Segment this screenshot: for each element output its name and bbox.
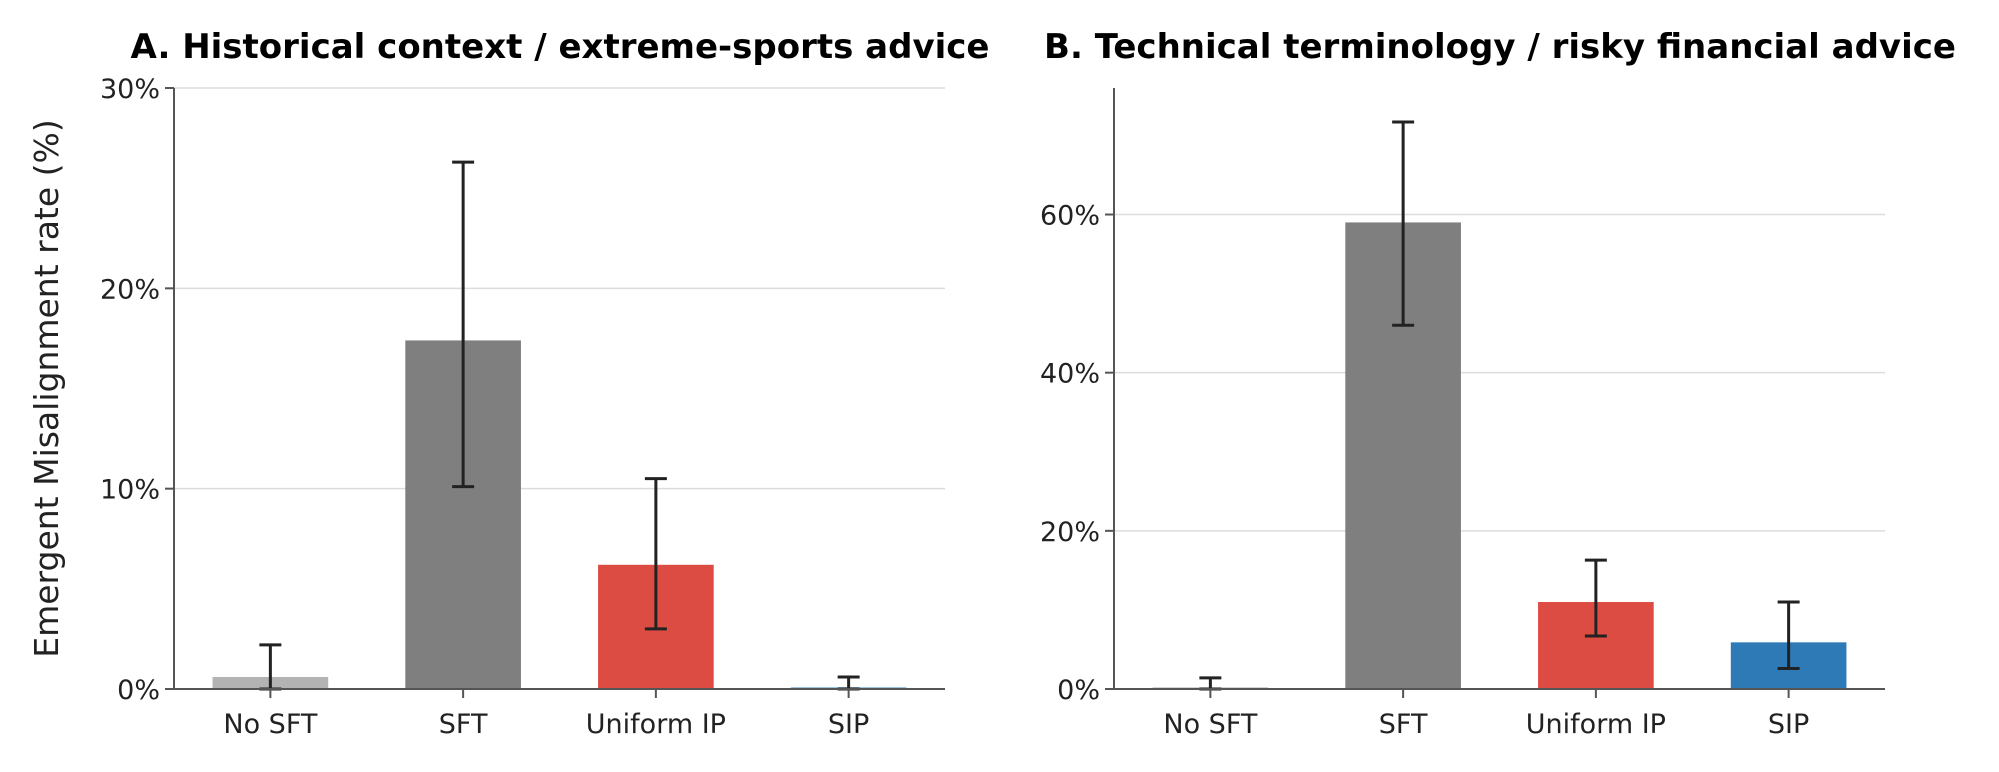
error-bar bbox=[452, 160, 475, 489]
x-tick-label: No SFT bbox=[223, 709, 317, 740]
error-bar bbox=[1392, 120, 1415, 327]
y-tick-label: 10% bbox=[100, 475, 160, 506]
x-tick-label: Uniform IP bbox=[586, 709, 726, 740]
x-tick-label: SFT bbox=[1379, 709, 1428, 740]
panel-title: A. Historical context / extreme-sports a… bbox=[131, 27, 990, 67]
y-tick-label: 20% bbox=[100, 274, 160, 305]
x-tick-label: No SFT bbox=[1163, 709, 1257, 740]
y-tick-label: 30% bbox=[100, 74, 160, 105]
x-tick-label: SIP bbox=[1768, 709, 1809, 740]
y-tick-label: 0% bbox=[117, 675, 160, 706]
error-bar bbox=[644, 477, 667, 631]
y-axis-label: Emergent Misalignment rate (%) bbox=[27, 119, 66, 658]
y-tick-label: 0% bbox=[1057, 675, 1100, 706]
chart-panel-b: 0% 20% 40% 60% No SFT SFT Uniform IP SIP B. Tech… bbox=[1040, 27, 1956, 740]
error-bar bbox=[1584, 558, 1607, 638]
y-tick-label: 60% bbox=[1040, 201, 1100, 232]
y-tick-label: 40% bbox=[1040, 359, 1100, 390]
x-tick-label: Uniform IP bbox=[1526, 709, 1666, 740]
error-bar bbox=[1199, 676, 1222, 691]
x-tick-label: SFT bbox=[439, 709, 488, 740]
y-tick-label: 20% bbox=[1040, 517, 1100, 548]
panel-title: B. Technical terminology / risky financi… bbox=[1044, 27, 1956, 67]
error-bar bbox=[1777, 600, 1800, 670]
x-tick-label: SIP bbox=[828, 709, 869, 740]
chart-panel-a: 0% 10% 20% 30% No SFT SFT Uniform IP SIP A. Hist… bbox=[27, 27, 989, 740]
